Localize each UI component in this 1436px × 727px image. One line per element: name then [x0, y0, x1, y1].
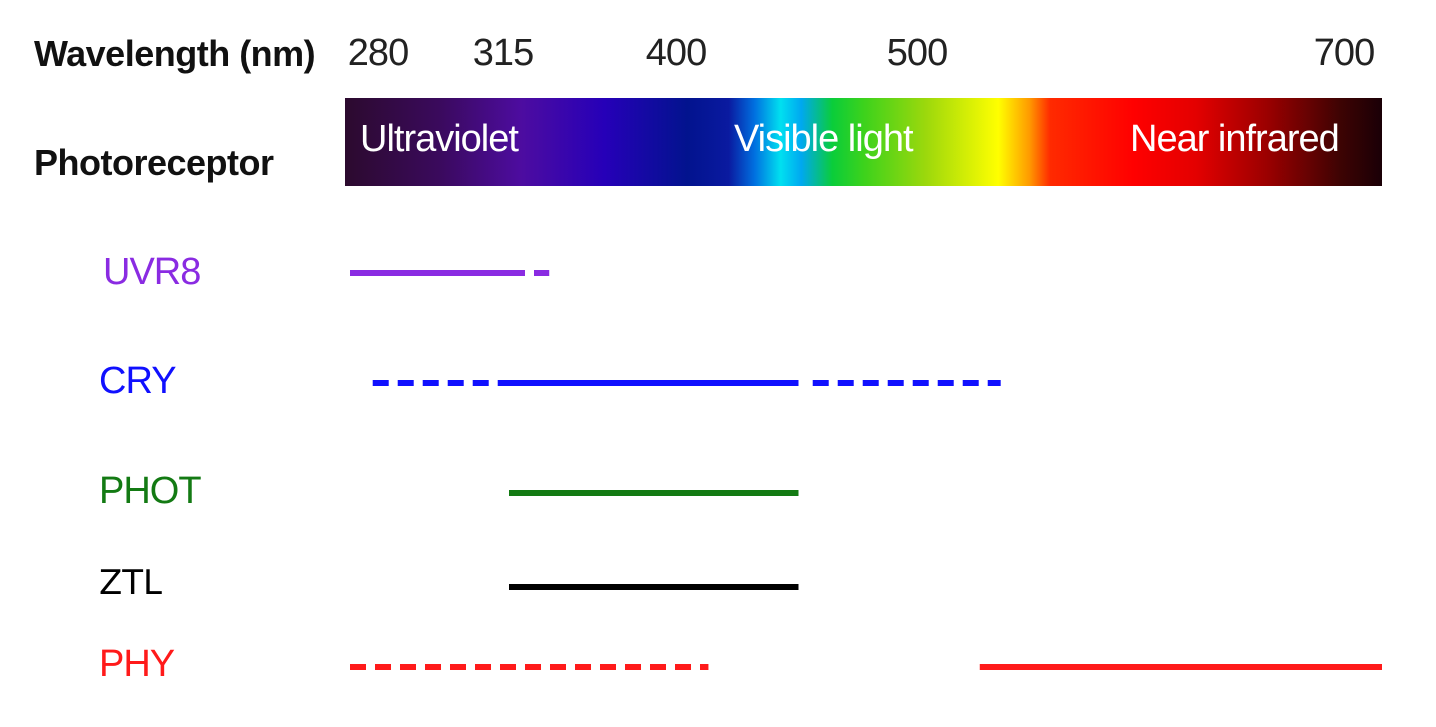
tick-label-400: 400	[645, 32, 707, 74]
band-label-visible-light: Visible light	[734, 118, 914, 160]
tick-label-280: 280	[347, 32, 409, 74]
receptor-label-ztl: ZTL	[99, 563, 163, 603]
wavelength-axis-title: Wavelength (nm)	[34, 33, 316, 74]
tick-label-700: 700	[1313, 32, 1375, 74]
spectrum-bar	[345, 98, 1382, 186]
tick-label-500: 500	[886, 32, 948, 74]
receptor-label-cry: CRY	[99, 360, 177, 402]
band-label-ultraviolet: Ultraviolet	[360, 118, 519, 160]
receptor-label-phy: PHY	[99, 643, 175, 685]
photoreceptor-column-title: Photoreceptor	[34, 142, 274, 183]
receptor-label-uvr8: UVR8	[103, 251, 201, 293]
receptor-label-phot: PHOT	[99, 470, 202, 512]
band-label-near-infrared: Near infrared	[1130, 118, 1340, 160]
tick-label-315: 315	[472, 32, 534, 74]
